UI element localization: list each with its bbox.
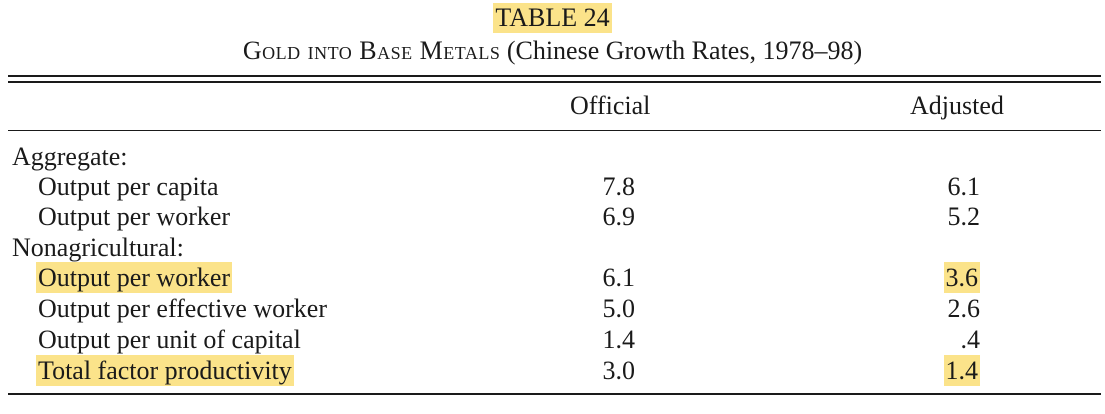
official-value: 6.9 — [602, 202, 636, 231]
table-row-output-per-effective-worker: Output per effective worker 5.0 2.6 — [0, 293, 1105, 324]
official-value: 6.1 — [602, 263, 636, 292]
top-rule-lower — [8, 81, 1101, 83]
table-row-aggregate-output-per-worker: Output per worker 6.9 5.2 — [0, 201, 1105, 232]
table-number-wrap: TABLE 24 — [0, 3, 1105, 33]
official-value: 3.0 — [602, 356, 636, 385]
adjusted-value-highlighted: 1.4 — [943, 355, 980, 386]
official-value: 5.0 — [602, 294, 636, 323]
adjusted-value: 5.2 — [947, 202, 981, 231]
row-label: Output per capita — [38, 172, 219, 201]
adjusted-value: .4 — [960, 325, 981, 354]
official-value: 1.4 — [602, 325, 636, 354]
table-title-rest: (Chinese Growth Rates, 1978–98) — [500, 36, 863, 65]
table-row-aggregate-output-per-capita: Output per capita 7.8 6.1 — [0, 171, 1105, 202]
table-row-nonagricultural: Nonagricultural: — [0, 232, 1105, 263]
column-header-adjusted: Adjusted — [910, 91, 1004, 120]
header-rule — [8, 130, 1101, 131]
row-label-highlighted: Output per worker — [36, 262, 233, 293]
table-title-smallcaps: Gold into Base Metals — [242, 36, 501, 65]
adjusted-value: 2.6 — [947, 294, 981, 323]
row-label: Output per effective worker — [38, 294, 328, 323]
row-label: Output per unit of capital — [38, 325, 301, 354]
row-label: Output per worker — [38, 202, 231, 231]
adjusted-value-highlighted: 3.6 — [943, 262, 980, 293]
bottom-rule — [8, 393, 1101, 395]
row-label-highlighted: Total factor productivity — [36, 355, 294, 386]
table-row-output-per-unit-of-capital: Output per unit of capital 1.4 .4 — [0, 324, 1105, 355]
table-row-total-factor-productivity: Total factor productivity 3.0 1.4 — [0, 355, 1105, 386]
table-title: Gold into Base Metals (Chinese Growth Ra… — [0, 36, 1105, 66]
adjusted-value: 6.1 — [947, 172, 981, 201]
official-value: 7.8 — [602, 172, 636, 201]
top-rule-upper — [8, 75, 1101, 77]
row-label: Aggregate: — [12, 142, 128, 171]
row-label: Nonagricultural: — [12, 233, 184, 262]
table-row-nonag-output-per-worker: Output per worker 6.1 3.6 — [0, 262, 1105, 293]
table-number: TABLE 24 — [493, 3, 612, 33]
column-header-official: Official — [570, 91, 651, 120]
table-row-aggregate: Aggregate: — [0, 141, 1105, 172]
